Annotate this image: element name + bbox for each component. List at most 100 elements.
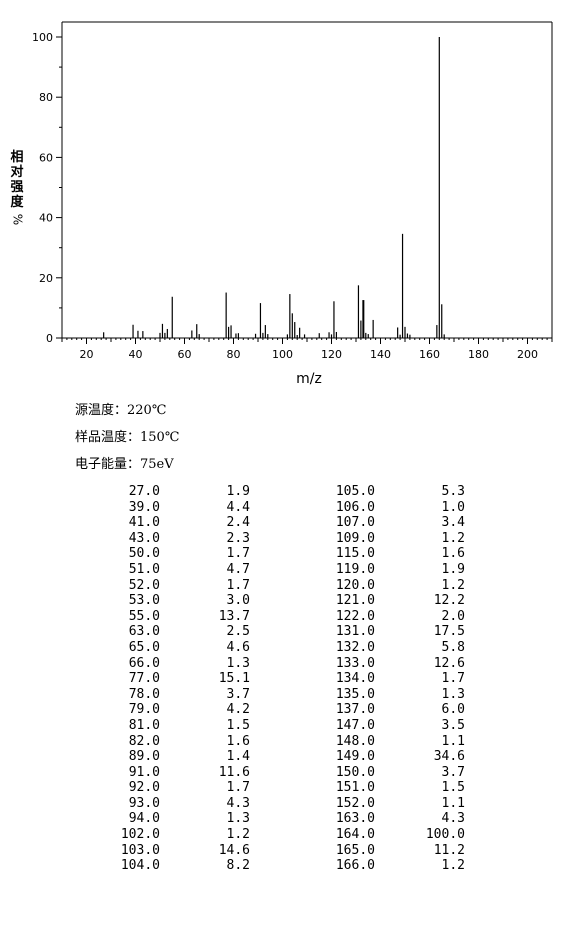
plot-frame (61, 21, 553, 339)
intensity-cell: 1.7 (226, 780, 250, 796)
intensity-cell: 1.7 (441, 671, 465, 687)
mz-cell: 102.0 (120, 827, 160, 843)
mz-cell: 77.0 (128, 671, 160, 687)
mz-cell: 148.0 (335, 733, 375, 749)
intensity-cell: 11.6 (218, 764, 250, 780)
y-axis-label-text: 相对强度 (10, 150, 24, 210)
y-tick-label: 80 (39, 91, 53, 104)
mz-cell: 107.0 (335, 515, 375, 531)
mz-cell: 92.0 (128, 780, 160, 796)
intensity-cell: 3.7 (441, 764, 465, 780)
y-tick-label: 0 (46, 332, 53, 345)
mz-cell: 121.0 (335, 593, 375, 609)
intensity-cell: 1.2 (441, 530, 465, 546)
intensity-cell: 12.2 (433, 593, 465, 609)
intensity-cell: 1.7 (226, 577, 250, 593)
mz-cell: 119.0 (335, 561, 375, 577)
intensity-cell: 1.1 (441, 795, 465, 811)
x-tick-label: 100 (272, 348, 293, 361)
mz-cell: 53.0 (128, 593, 160, 609)
table-row: 50.0 1.7 115.0 1.6 (80, 546, 465, 562)
table-row: 93.0 4.3 152.0 1.1 (80, 796, 465, 812)
table-row: 27.0 1.9 105.0 5.3 (80, 484, 465, 500)
mz-cell: 81.0 (128, 717, 160, 733)
y-tick-label: 100 (32, 31, 53, 44)
mz-cell: 66.0 (128, 655, 160, 671)
table-row: 39.0 4.4 106.0 1.0 (80, 500, 465, 516)
y-axis: 0 20 40 60 80 100 (32, 31, 62, 345)
mz-cell: 150.0 (335, 764, 375, 780)
intensity-cell: 1.3 (226, 655, 250, 671)
intensity-cell: 4.6 (226, 639, 250, 655)
intensity-cell: 4.2 (226, 702, 250, 718)
mz-cell: 147.0 (335, 717, 375, 733)
mz-cell: 50.0 (128, 546, 160, 562)
y-axis-label: 相对强度 % (8, 150, 26, 227)
intensity-cell: 1.9 (226, 484, 250, 499)
y-tick-label: 40 (39, 212, 53, 225)
mz-cell: 79.0 (128, 702, 160, 718)
intensity-cell: 1.1 (441, 733, 465, 749)
intensity-cell: 4.3 (226, 795, 250, 811)
x-tick-label: 180 (468, 348, 489, 361)
intensity-cell: 2.4 (226, 515, 250, 531)
mz-cell: 103.0 (120, 842, 160, 858)
table-row: 102.0 1.2 164.0 100.0 (80, 827, 465, 843)
mz-cell: 105.0 (335, 484, 375, 499)
table-row: 78.0 3.7 135.0 1.3 (80, 687, 465, 703)
mz-cell: 165.0 (335, 842, 375, 858)
mz-cell: 134.0 (335, 671, 375, 687)
table-row: 82.0 1.6 148.0 1.1 (80, 734, 465, 750)
y-tick-label: 60 (39, 151, 53, 164)
table-row: 41.0 2.4 107.0 3.4 (80, 515, 465, 531)
y-tick-label: 20 (39, 272, 53, 285)
intensity-cell: 6.0 (441, 702, 465, 718)
intensity-cell: 12.6 (433, 655, 465, 671)
mz-cell: 94.0 (128, 811, 160, 827)
mz-cell: 166.0 (335, 858, 375, 874)
table-row: 81.0 1.5 147.0 3.5 (80, 718, 465, 734)
x-axis: 20 40 60 80 100 120 140 160 180 200 (61, 338, 553, 361)
table-row: 53.0 3.0 121.0 12.2 (80, 593, 465, 609)
mz-cell: 106.0 (335, 499, 375, 515)
intensity-cell: 1.5 (441, 780, 465, 796)
intensity-cell: 13.7 (218, 608, 250, 624)
mz-cell: 27.0 (128, 484, 160, 499)
table-row: 103.0 14.6 165.0 11.2 (80, 843, 465, 859)
table-row: 55.0 13.7 122.0 2.0 (80, 609, 465, 625)
x-tick-label: 160 (419, 348, 440, 361)
peak-table: 27.0 1.9 105.0 5.3 39.0 4.4 106.0 1.0 41.0 2.4 107… (80, 484, 465, 874)
intensity-cell: 8.2 (226, 858, 250, 874)
table-row: 52.0 1.7 120.0 1.2 (80, 578, 465, 594)
mz-cell: 163.0 (335, 811, 375, 827)
intensity-cell: 100.0 (425, 827, 465, 843)
mz-cell: 120.0 (335, 577, 375, 593)
x-tick-label: 60 (178, 348, 192, 361)
intensity-cell: 17.5 (433, 624, 465, 640)
mz-cell: 151.0 (335, 780, 375, 796)
mz-cell: 164.0 (335, 827, 375, 843)
intensity-cell: 1.0 (441, 499, 465, 515)
table-row: 92.0 1.7 151.0 1.5 (80, 780, 465, 796)
intensity-cell: 5.8 (441, 639, 465, 655)
intensity-cell: 1.6 (226, 733, 250, 749)
intensity-cell: 1.6 (441, 546, 465, 562)
intensity-cell: 2.3 (226, 530, 250, 546)
mz-cell: 131.0 (335, 624, 375, 640)
table-row: 63.0 2.5 131.0 17.5 (80, 624, 465, 640)
table-row: 51.0 4.7 119.0 1.9 (80, 562, 465, 578)
intensity-cell: 2.0 (441, 608, 465, 624)
source-temperature: 源温度：220℃ (75, 403, 167, 418)
intensity-cell: 1.3 (226, 811, 250, 827)
x-tick-label: 20 (80, 348, 94, 361)
mz-cell: 133.0 (335, 655, 375, 671)
mz-cell: 135.0 (335, 686, 375, 702)
x-axis-label: m/z (296, 371, 322, 387)
mz-cell: 137.0 (335, 702, 375, 718)
intensity-cell: 3.4 (441, 515, 465, 531)
mz-cell: 51.0 (128, 561, 160, 577)
mz-cell: 52.0 (128, 577, 160, 593)
mz-cell: 39.0 (128, 499, 160, 515)
intensity-cell: 5.3 (441, 484, 465, 499)
